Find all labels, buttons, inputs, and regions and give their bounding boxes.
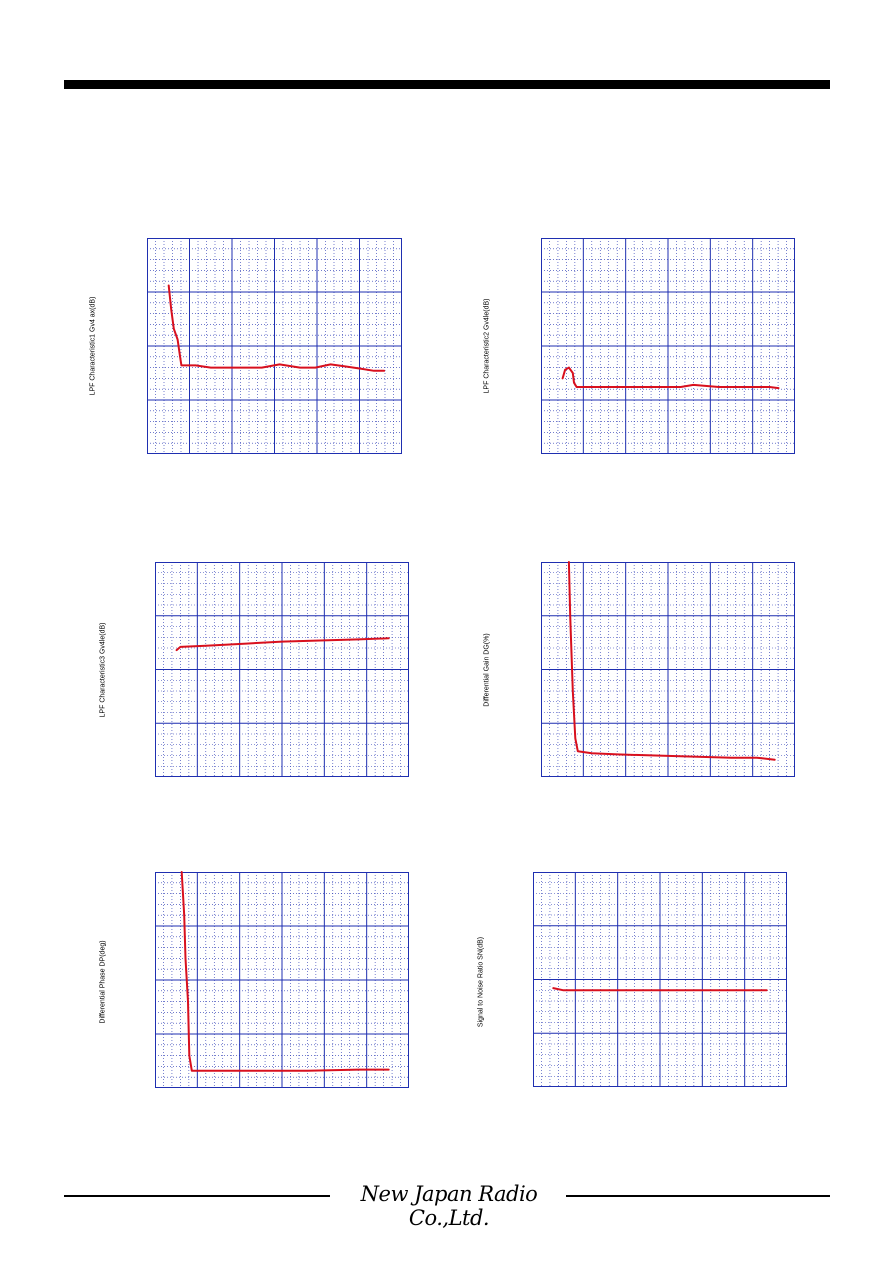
footer-rule-left (64, 1195, 330, 1197)
chart-plot-area (533, 872, 787, 1087)
chart-plot-area (155, 562, 409, 777)
y-axis-label: Differential Phase DP(deg) (99, 940, 107, 1024)
series-line (167, 284, 386, 372)
chart-lpf-characteristic-3: LPF Characteristic3 Gv4le(dB) (100, 562, 409, 777)
plot-frame (147, 238, 402, 454)
chart-plot-area (155, 871, 409, 1088)
y-axis-label: LPF Characteristic1 Gv4 ax(dB) (89, 296, 97, 396)
chart-plot-area (541, 561, 795, 777)
chart-differential-phase: Differential Phase DP(deg) (100, 871, 409, 1088)
chart-signal-to-noise-ratio: Signal to Noise Ratio SN(dB) (478, 872, 787, 1087)
chart-lpf-characteristic-2: LPF Characteristic2 Gv4le(dB) (484, 238, 795, 454)
chart-plot-area (541, 238, 795, 454)
chart-lpf-characteristic-1: LPF Characteristic1 Gv4 ax(dB) (90, 238, 402, 454)
plot-frame (541, 562, 795, 777)
series-line (567, 561, 776, 761)
plot-frame (541, 238, 795, 454)
y-axis-label: LPF Characteristic2 Gv4le(dB) (483, 298, 491, 394)
plot-frame (533, 872, 787, 1087)
header-rule (64, 80, 830, 89)
chart-plot-area (147, 238, 402, 454)
chart-differential-gain: Differential Gain DG(%) (484, 561, 795, 777)
y-axis-label: Signal to Noise Ratio SN(dB) (477, 936, 485, 1028)
plot-frame (155, 872, 409, 1088)
series-line (552, 987, 768, 992)
series-line (561, 366, 780, 390)
y-axis-label: Differential Gain DG(%) (483, 633, 491, 707)
y-axis-label: LPF Characteristic3 Gv4le(dB) (99, 622, 107, 718)
series-line (180, 871, 390, 1072)
company-logo: New Japan Radio Co.,Ltd. (360, 1182, 538, 1230)
series-line (175, 637, 390, 652)
footer-rule-right (566, 1195, 830, 1197)
plot-frame (155, 562, 409, 777)
